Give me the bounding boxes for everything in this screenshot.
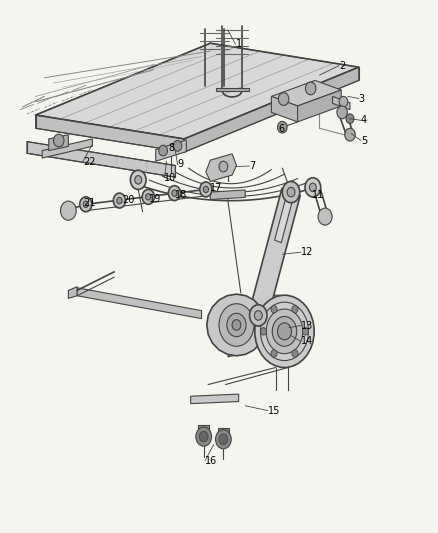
Text: 13: 13 (301, 320, 313, 330)
Polygon shape (35, 43, 359, 139)
Circle shape (346, 114, 354, 124)
Polygon shape (210, 190, 245, 199)
Text: 17: 17 (210, 183, 223, 193)
Circle shape (339, 96, 348, 107)
Circle shape (219, 304, 254, 346)
Polygon shape (35, 115, 184, 152)
Circle shape (203, 186, 208, 192)
Text: 9: 9 (177, 159, 184, 169)
Circle shape (227, 313, 246, 337)
Polygon shape (207, 294, 266, 356)
Circle shape (113, 193, 126, 208)
Text: 21: 21 (83, 198, 95, 208)
Circle shape (135, 175, 142, 184)
Circle shape (215, 430, 231, 449)
Polygon shape (155, 140, 186, 161)
Circle shape (271, 305, 277, 313)
Circle shape (131, 170, 146, 189)
Circle shape (60, 201, 76, 220)
Circle shape (219, 434, 228, 445)
Circle shape (287, 187, 295, 197)
Polygon shape (198, 425, 209, 432)
Text: 1: 1 (236, 39, 242, 49)
Text: 6: 6 (278, 124, 284, 134)
Text: 18: 18 (175, 190, 187, 200)
Circle shape (146, 193, 151, 200)
Text: 19: 19 (149, 194, 161, 204)
Circle shape (292, 350, 298, 357)
Polygon shape (184, 67, 359, 152)
Polygon shape (42, 139, 92, 158)
Text: 22: 22 (83, 157, 95, 167)
Polygon shape (275, 191, 294, 243)
Circle shape (83, 201, 88, 207)
Text: 16: 16 (205, 456, 217, 465)
Circle shape (250, 305, 267, 326)
Circle shape (232, 320, 241, 330)
Circle shape (278, 323, 291, 340)
Polygon shape (215, 88, 249, 91)
Circle shape (278, 122, 287, 133)
Circle shape (302, 328, 308, 335)
Text: 12: 12 (301, 247, 314, 257)
Polygon shape (297, 90, 341, 122)
Circle shape (305, 178, 321, 197)
Text: 15: 15 (268, 406, 280, 416)
Circle shape (168, 185, 180, 200)
Circle shape (309, 183, 316, 192)
Circle shape (345, 128, 355, 141)
Polygon shape (27, 142, 175, 177)
Circle shape (292, 305, 298, 313)
Polygon shape (249, 189, 300, 319)
Circle shape (271, 350, 277, 357)
Text: 5: 5 (361, 135, 367, 146)
Circle shape (254, 311, 262, 320)
Polygon shape (272, 80, 341, 106)
Text: 4: 4 (361, 115, 367, 125)
Polygon shape (218, 427, 229, 435)
Polygon shape (68, 287, 77, 298)
Circle shape (279, 93, 289, 106)
Polygon shape (272, 96, 297, 122)
Text: 14: 14 (301, 336, 313, 346)
Circle shape (255, 295, 314, 368)
Text: 11: 11 (311, 190, 324, 200)
Circle shape (172, 190, 177, 196)
Text: 3: 3 (359, 93, 365, 103)
Circle shape (53, 134, 64, 147)
Polygon shape (272, 314, 289, 330)
Polygon shape (77, 288, 201, 319)
Circle shape (117, 197, 122, 204)
Circle shape (173, 141, 182, 151)
Text: 10: 10 (164, 173, 177, 183)
Circle shape (266, 309, 303, 354)
Polygon shape (49, 135, 68, 151)
Text: 2: 2 (339, 61, 345, 70)
Polygon shape (191, 394, 239, 403)
Text: 20: 20 (122, 195, 134, 205)
Circle shape (305, 82, 316, 95)
Circle shape (200, 182, 212, 197)
Polygon shape (206, 154, 237, 181)
Text: 7: 7 (250, 161, 256, 171)
Circle shape (196, 427, 212, 446)
Circle shape (159, 146, 167, 156)
Polygon shape (228, 295, 280, 357)
Circle shape (142, 189, 154, 204)
Circle shape (283, 181, 300, 203)
Polygon shape (332, 96, 350, 110)
Circle shape (337, 106, 347, 119)
Circle shape (219, 161, 228, 172)
Circle shape (272, 317, 297, 346)
Circle shape (318, 208, 332, 225)
Circle shape (199, 431, 208, 442)
Circle shape (261, 328, 267, 335)
Circle shape (80, 197, 92, 212)
Text: 8: 8 (169, 143, 175, 154)
